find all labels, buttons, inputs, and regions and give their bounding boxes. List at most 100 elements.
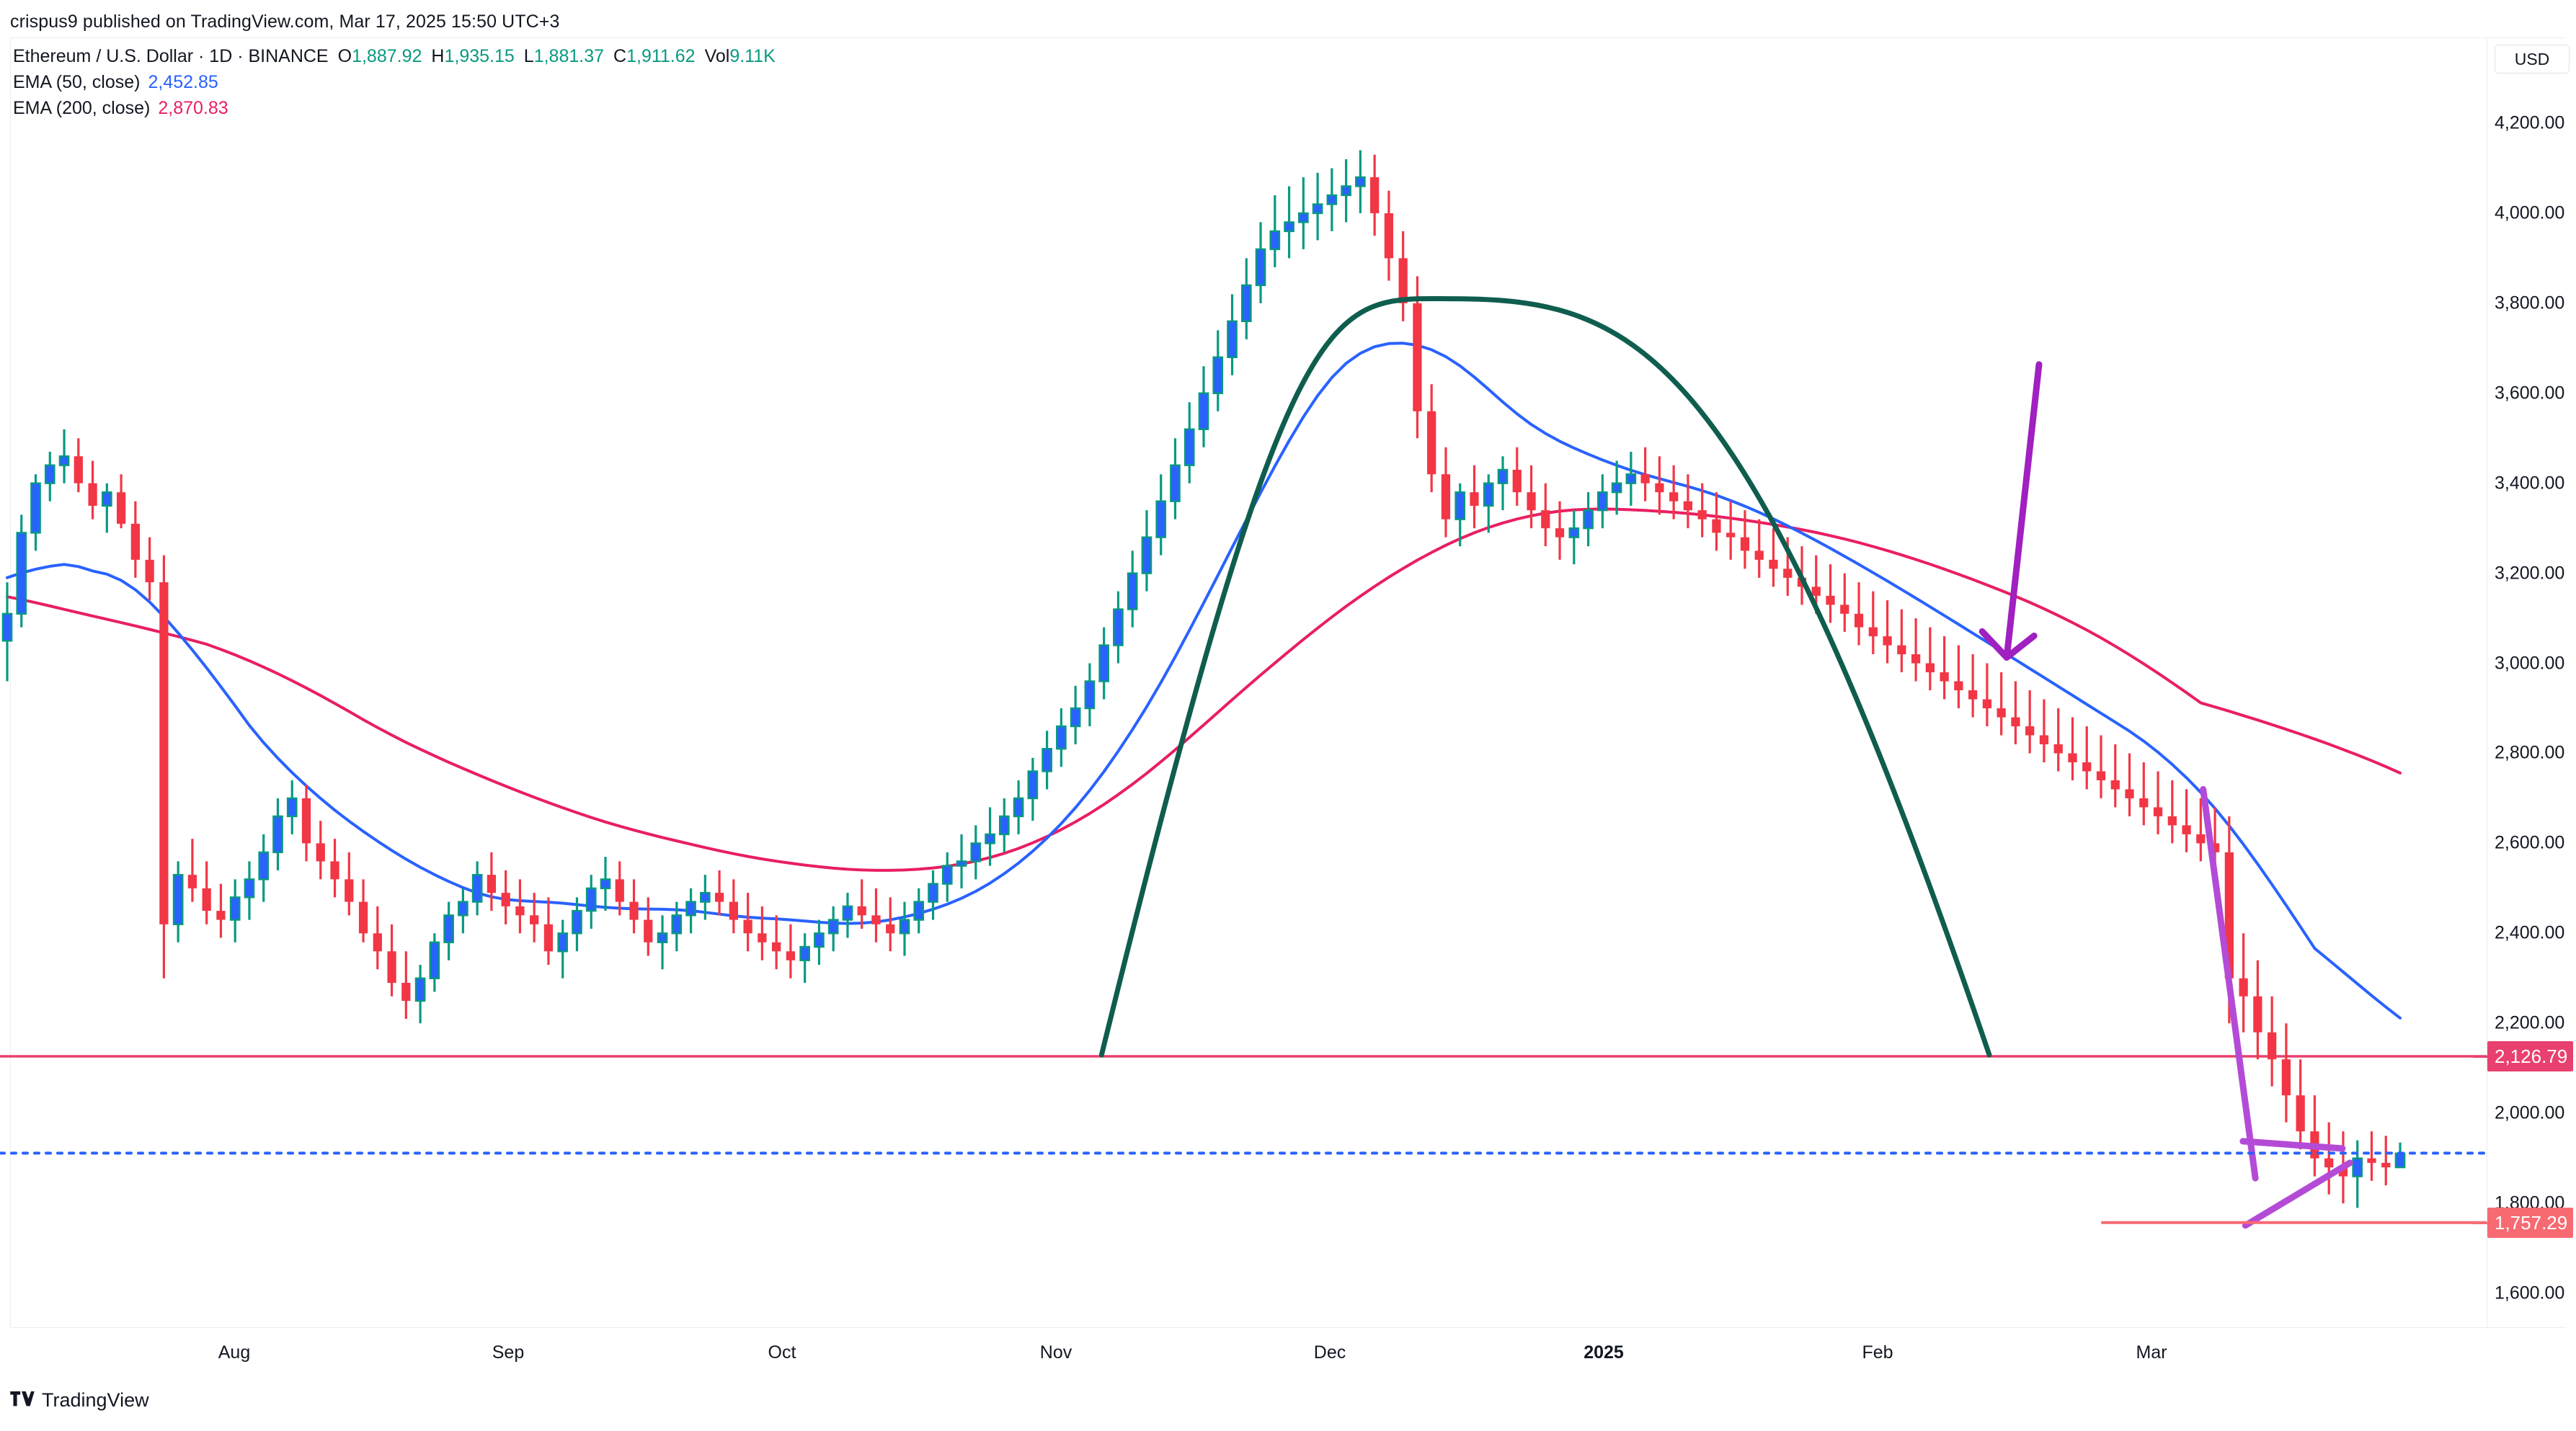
candle-body — [1625, 473, 1637, 484]
price-tick-label: 2,600.00 — [2495, 832, 2565, 853]
candle-body — [1811, 587, 1821, 596]
footer: TradingView — [10, 1389, 149, 1412]
candle-body — [1, 612, 13, 642]
candle-body — [1512, 469, 1522, 493]
price-tick-label: 3,200.00 — [2495, 563, 2565, 584]
candle-body — [130, 523, 140, 560]
candle-body — [2011, 717, 2020, 726]
price-tick-label: 1,600.00 — [2495, 1283, 2565, 1303]
candle-body — [286, 797, 298, 818]
legend-ema50-row[interactable]: EMA (50, close) 2,452.85 — [13, 69, 776, 95]
candle-body — [471, 873, 483, 903]
price-tag-connector — [2473, 1055, 2487, 1058]
time-axis[interactable]: Aug Sep Oct Nov Dec 2025 Feb Mar — [10, 1327, 2566, 1372]
candle-body — [1883, 636, 1892, 646]
price-tick-label: 3,800.00 — [2495, 293, 2565, 313]
candle-body — [74, 456, 83, 483]
candle-body — [1170, 464, 1181, 502]
candle-body — [629, 901, 639, 920]
candle-body — [827, 919, 839, 935]
candle-body — [899, 919, 910, 935]
resistance-price-tag[interactable]: 2,126.79 — [2487, 1040, 2574, 1071]
candle-body — [572, 909, 582, 935]
candle-body — [1326, 194, 1338, 205]
candle-body — [1897, 645, 1906, 655]
candle-body — [1098, 644, 1109, 682]
candle-body — [941, 865, 953, 885]
attribution-text: crispus9 published on TradingView.com, M… — [10, 12, 560, 32]
legend-low-label: L — [523, 46, 534, 66]
candle-body — [358, 901, 368, 934]
candle-body — [1754, 550, 1764, 560]
price-tick-label: 4,200.00 — [2495, 112, 2565, 133]
price-axis[interactable]: USD 4,200.00 4,000.00 3,800.00 3,600.00 3,40… — [2473, 37, 2576, 1327]
candle-body — [2153, 807, 2163, 816]
candle-body — [515, 906, 525, 916]
candle-body — [842, 905, 853, 921]
candle-body — [1683, 501, 1693, 511]
candle-body — [414, 977, 426, 1002]
candle-body — [799, 945, 810, 961]
candle-body — [928, 883, 938, 903]
candle-body — [2239, 978, 2248, 997]
wedge-upper — [2239, 1138, 2346, 1152]
candle-body — [1427, 411, 1436, 475]
candle-body — [1470, 492, 1479, 506]
candle-body — [600, 878, 611, 890]
candle-body — [857, 906, 866, 916]
candle-body — [1769, 559, 1778, 569]
legend-symbol-row[interactable]: Ethereum / U.S. Dollar · 1D · BINANCE O1,… — [13, 43, 776, 69]
legend-open-value: 1,887.92 — [352, 46, 422, 66]
candle-body — [2068, 753, 2077, 762]
candle-body — [373, 933, 382, 952]
candle-body — [1655, 483, 1664, 493]
candle-body — [1854, 613, 1864, 628]
parabolic-arc — [1098, 296, 1992, 1058]
chart-plot-area[interactable] — [0, 37, 2487, 1327]
candle-body — [2082, 762, 2092, 772]
candle-body — [1840, 605, 1849, 614]
candle-body — [886, 924, 895, 934]
candle-body — [557, 932, 569, 953]
candle-body — [1269, 230, 1281, 251]
support-price-tag[interactable]: 1,757.29 — [2487, 1207, 2574, 1238]
candle-body — [1940, 672, 1949, 682]
candle-body — [316, 843, 325, 862]
candle-body — [2039, 735, 2049, 744]
candle-body — [1497, 468, 1509, 484]
candle-body — [16, 532, 27, 615]
candle-body — [1413, 303, 1422, 411]
candle-body — [1155, 500, 1167, 538]
price-tag-connector — [2473, 1221, 2487, 1224]
time-tick-label: Feb — [1862, 1342, 1893, 1363]
time-tick-label: Nov — [1039, 1342, 1072, 1363]
time-tick-label: Dec — [1313, 1342, 1346, 1363]
candle-body — [585, 887, 597, 912]
candle-body — [1212, 356, 1224, 394]
currency-badge[interactable]: USD — [2495, 45, 2570, 73]
candle-body — [272, 815, 283, 854]
candle-body — [1597, 491, 1608, 512]
candle-body — [429, 941, 440, 979]
candle-body — [2139, 798, 2149, 808]
candle-body — [1183, 428, 1195, 466]
candle-body — [44, 464, 55, 484]
candle-body — [1783, 569, 1793, 578]
candle-body — [530, 915, 539, 924]
candle-body — [172, 873, 184, 926]
candle-body — [685, 901, 696, 917]
candle-body — [2025, 726, 2035, 736]
legend-ema200-row[interactable]: EMA (200, close) 2,870.83 — [13, 95, 776, 121]
candle-body — [1982, 699, 1992, 708]
candle-body — [1355, 176, 1366, 187]
legend-ema50-name: EMA (50, close) — [13, 72, 141, 92]
candle-body — [743, 919, 752, 934]
tradingview-brand: TradingView — [42, 1389, 149, 1411]
candle-body — [1669, 492, 1679, 501]
candle-body — [1640, 474, 1650, 483]
candle-body — [1084, 680, 1096, 710]
candle-body — [729, 901, 738, 920]
candle-body — [2125, 789, 2134, 798]
candle-body — [1911, 654, 1921, 664]
candle-body — [2096, 771, 2106, 780]
